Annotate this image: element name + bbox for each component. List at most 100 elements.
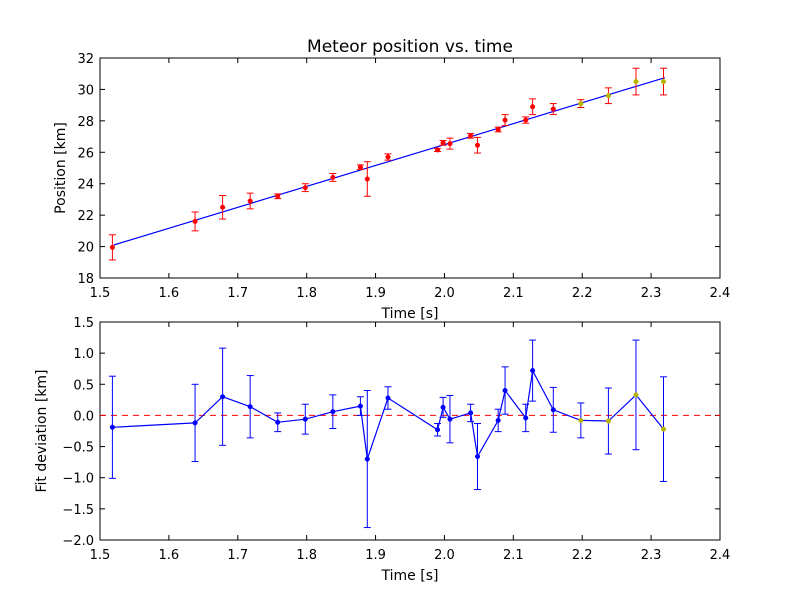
bottom-plot-data: [100, 339, 720, 529]
x-tick-label: 1.5: [90, 286, 111, 301]
data-point: [302, 185, 308, 191]
data-point: [530, 368, 536, 374]
x-tick-label: 2.1: [503, 548, 524, 563]
data-point: [447, 141, 453, 147]
y-tick-label: 30: [77, 83, 94, 98]
x-tick-label: 1.6: [159, 548, 180, 563]
fit-line: [113, 77, 666, 246]
data-point: [220, 394, 226, 400]
y-tick-label: 28: [77, 115, 94, 130]
data-point: [275, 419, 281, 425]
position-panel: Meteor position vs. time 1.5 1.6 1.7 1.8 1.9…: [53, 37, 730, 322]
data-point: [502, 387, 508, 394]
x-tick-label: 2.4: [710, 286, 731, 301]
data-point: [385, 395, 391, 401]
y-tick-label: 1.5: [73, 316, 94, 331]
data-point: [109, 424, 115, 430]
data-point: [330, 174, 336, 180]
data-point: [474, 142, 481, 148]
y-tick-label: 0.0: [73, 409, 94, 424]
x-axis-label-bottom: Time [s]: [381, 568, 439, 584]
data-point: [578, 101, 584, 107]
data-point: [468, 410, 474, 416]
x-tick-label: 2.2: [572, 548, 593, 563]
y-tick-label: 22: [77, 209, 94, 224]
deviation-line: [112, 368, 664, 460]
data-point: [109, 244, 115, 250]
data-point: [605, 418, 611, 424]
data-point: [502, 117, 508, 123]
y-tick-label: 20: [77, 241, 94, 256]
x-tick-label: 2.0: [434, 286, 455, 301]
data-point: [447, 416, 453, 422]
data-point: [578, 417, 584, 423]
data-point: [660, 79, 667, 85]
data-point: [523, 415, 529, 421]
data-point: [247, 198, 253, 204]
data-point: [275, 193, 281, 199]
x-tick-label: 1.5: [90, 548, 111, 563]
data-point: [523, 117, 529, 123]
data-point: [605, 93, 611, 99]
data-point: [660, 426, 667, 432]
y-tick-label: 1.0: [73, 347, 94, 362]
data-point: [495, 126, 501, 133]
data-point: [330, 409, 336, 415]
y-tick-label: −2.0: [62, 534, 94, 549]
plot-frame-bottom: [99, 321, 721, 541]
bottom-axis-ticks: 1.5 1.6 1.7 1.8 1.9 2.0 2.1 2.2 2.3 2.4 1.5 1.0 0.5 0…: [62, 316, 730, 563]
data-point: [530, 104, 536, 110]
x-tick-label: 1.9: [365, 548, 386, 563]
data-point: [385, 154, 391, 160]
data-point: [440, 404, 446, 410]
data-point: [495, 417, 501, 423]
data-point: [435, 427, 441, 433]
plot-frame-top: [99, 57, 721, 279]
data-point: [192, 420, 198, 426]
y-tick-label: 0.5: [73, 378, 94, 393]
data-point: [192, 218, 198, 224]
y-tick-label: −1.0: [62, 472, 94, 487]
data-point: [468, 133, 474, 139]
y-axis-label-bottom: Fit deviation [km]: [34, 369, 50, 492]
top-plot-data: [108, 67, 668, 261]
data-point: [247, 404, 253, 410]
data-point: [435, 147, 441, 153]
y-tick-label: 32: [77, 52, 94, 67]
x-tick-label: 2.3: [641, 548, 662, 563]
data-point: [550, 106, 556, 112]
data-point: [357, 164, 363, 170]
x-tick-label: 2.3: [641, 286, 662, 301]
data-point: [550, 407, 556, 413]
x-tick-label: 2.4: [710, 548, 731, 563]
top-axis-ticks: 1.5 1.6 1.7 1.8 1.9 2.0 2.1 2.2 2.3 2.4 18 20 22 24 26…: [77, 52, 730, 301]
deviation-panel: 1.5 1.6 1.7 1.8 1.9 2.0 2.1 2.2 2.3 2.4 1.5 1.0 0.5 0…: [34, 316, 730, 584]
y-tick-label: −1.5: [62, 503, 94, 518]
x-tick-label: 1.8: [296, 286, 317, 301]
x-axis-label-top: Time [s]: [381, 306, 439, 322]
x-tick-label: 1.9: [365, 286, 386, 301]
x-tick-label: 2.0: [434, 548, 455, 563]
y-tick-label: 18: [77, 272, 94, 287]
y-axis-label-top: Position [km]: [53, 122, 69, 214]
data-point: [633, 392, 639, 398]
data-point: [474, 453, 481, 460]
data-point: [302, 416, 308, 422]
x-tick-label: 1.7: [227, 286, 248, 301]
data-point: [364, 176, 370, 182]
x-tick-label: 1.6: [159, 286, 180, 301]
data-point: [633, 79, 639, 85]
y-tick-label: 26: [77, 146, 94, 161]
x-tick-label: 1.8: [296, 548, 317, 563]
data-point: [220, 204, 226, 210]
x-tick-label: 1.7: [227, 548, 248, 563]
y-tick-label: 24: [77, 178, 94, 193]
x-tick-label: 2.2: [572, 286, 593, 301]
x-tick-label: 2.1: [503, 286, 524, 301]
data-point: [440, 140, 446, 146]
data-point: [364, 456, 370, 462]
chart-title: Meteor position vs. time: [307, 37, 513, 57]
data-point: [357, 403, 363, 409]
y-tick-label: −0.5: [62, 441, 94, 456]
